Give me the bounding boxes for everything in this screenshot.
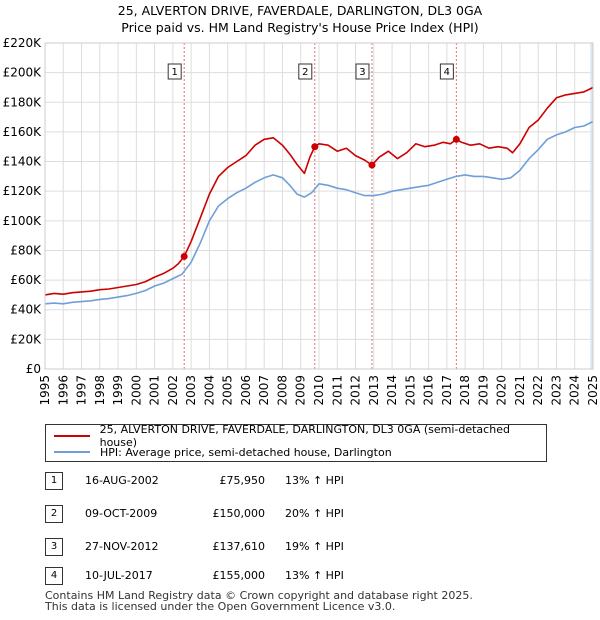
footer-copyright: Contains HM Land Registry data © Crown c… [45, 589, 473, 602]
x-tick-label: 2020 [495, 375, 509, 406]
sale-date: 09-OCT-2009 [85, 507, 158, 520]
legend-swatch-property [54, 435, 90, 437]
sale-point [368, 161, 376, 169]
sale-price: £137,610 [212, 540, 266, 553]
sale-row: 3 27-NOV-2012 £137,610 19% ↑ HPI [45, 538, 405, 556]
x-tick-label: 2014 [385, 375, 399, 406]
legend-swatch-hpi [54, 451, 90, 453]
chart-subtitle: Price paid vs. HM Land Registry's House … [121, 20, 479, 35]
sale-hpi-change: 13% ↑ HPI [285, 569, 344, 582]
sale-label-box [355, 63, 370, 80]
y-tick-label: £60K [10, 273, 42, 287]
sale-date: 16-AUG-2002 [85, 474, 159, 487]
sale-point [311, 143, 319, 151]
price-chart: 1 2 3 4 £0 £20K £40K £60K £80K £100K £120K £140K £16… [3, 36, 600, 406]
x-tick-label: 2015 [403, 375, 417, 406]
x-tick-label: 2024 [568, 375, 582, 406]
x-tick-label: 1999 [111, 375, 125, 406]
sale-hpi-change: 19% ↑ HPI [285, 540, 344, 553]
x-tick-label: 2025 [586, 375, 600, 406]
sale-label-text: 4 [444, 67, 450, 78]
footer-licence: This data is licensed under the Open Gov… [45, 600, 396, 613]
sale-hpi-change: 20% ↑ HPI [285, 507, 344, 520]
sale-price: £155,000 [212, 569, 266, 582]
sale-number-badge: 4 [45, 567, 63, 585]
y-tick-label: £140K [3, 155, 43, 169]
sale-date: 27-NOV-2012 [85, 540, 159, 553]
legend-item-property: 25, ALVERTON DRIVE, FAVERDALE, DARLINGTO… [54, 423, 546, 449]
x-tick-label: 2021 [513, 375, 527, 406]
x-tick-label: 2001 [148, 375, 162, 406]
x-tick-label: 2018 [458, 375, 472, 406]
sale-number-badge: 2 [45, 505, 63, 523]
x-tick-label: 2013 [367, 375, 381, 406]
y-tick-label: £180K [3, 95, 43, 109]
sale-row: 2 09-OCT-2009 £150,000 20% ↑ HPI [45, 505, 405, 523]
sale-row: 1 16-AUG-2002 £75,950 13% ↑ HPI [45, 472, 405, 490]
y-tick-label: £40K [10, 303, 42, 317]
sale-label-box [439, 63, 454, 80]
y-tick-label: £80K [10, 243, 42, 257]
y-tick-label: £100K [3, 214, 43, 228]
sale-price: £75,950 [219, 474, 266, 487]
chart-title-block: 25, ALVERTON DRIVE, FAVERDALE, DARLINGTO… [0, 2, 600, 36]
x-tick-label: 1995 [38, 375, 52, 406]
x-tick-label: 2006 [239, 375, 253, 406]
x-tick-label: 2022 [531, 375, 545, 406]
x-tick-label: 2004 [202, 375, 216, 406]
chart-legend: 25, ALVERTON DRIVE, FAVERDALE, DARLINGTO… [45, 423, 547, 462]
footer: Contains HM Land Registry data © Crown c… [45, 590, 473, 612]
x-tick-label: 2008 [275, 375, 289, 406]
legend-label-property: 25, ALVERTON DRIVE, FAVERDALE, DARLINGTO… [99, 423, 510, 449]
x-tick-label: 2010 [312, 375, 326, 406]
sale-point [452, 135, 460, 143]
x-tick-label: 2023 [549, 375, 563, 406]
x-tick-label: 2000 [129, 375, 143, 406]
x-tick-label: 2009 [294, 375, 308, 406]
y-tick-label: £200K [3, 66, 43, 80]
x-tick-label: 2007 [257, 375, 271, 406]
chart-title: 25, ALVERTON DRIVE, FAVERDALE, DARLINGTO… [117, 3, 483, 18]
sale-point [180, 252, 188, 260]
y-tick-label: £20K [10, 332, 42, 346]
sale-price: £150,000 [212, 507, 266, 520]
x-tick-label: 2011 [330, 375, 344, 406]
plot-frame [44, 42, 594, 370]
x-tick-label: 2012 [349, 375, 363, 406]
sale-number-badge: 1 [45, 472, 63, 490]
projection-band [590, 43, 593, 369]
legend-item-hpi: HPI: Average price, semi-detached house,… [54, 444, 392, 460]
sale-label-text: 2 [302, 67, 308, 78]
y-tick-label: £220K [3, 36, 43, 50]
x-tick-label: 1997 [75, 375, 89, 406]
sale-label-box [298, 63, 313, 80]
series-line-hpi [44, 120, 594, 305]
sale-number-badge: 3 [45, 538, 63, 556]
x-tick-label: 2016 [422, 375, 436, 406]
sale-row: 4 10-JUL-2017 £155,000 13% ↑ HPI [45, 567, 405, 585]
x-tick-label: 2005 [221, 375, 235, 406]
sale-label-text: 3 [359, 67, 365, 78]
x-tick-label: 1998 [93, 375, 107, 406]
x-tick-label: 2019 [476, 375, 490, 406]
sale-label-text: 1 [172, 67, 178, 78]
x-tick-label: 2017 [440, 375, 454, 406]
x-tick-label: 2003 [184, 375, 198, 406]
sale-label-box [167, 63, 182, 80]
y-tick-label: £0 [26, 362, 41, 376]
sale-hpi-change: 13% ↑ HPI [285, 474, 344, 487]
sale-date: 10-JUL-2017 [85, 569, 153, 582]
y-tick-label: £160K [3, 125, 43, 139]
y-tick-label: £120K [3, 184, 43, 198]
legend-label-hpi: HPI: Average price, semi-detached house,… [100, 445, 392, 459]
x-tick-label: 2002 [166, 375, 180, 406]
x-tick-label: 1996 [56, 375, 70, 406]
